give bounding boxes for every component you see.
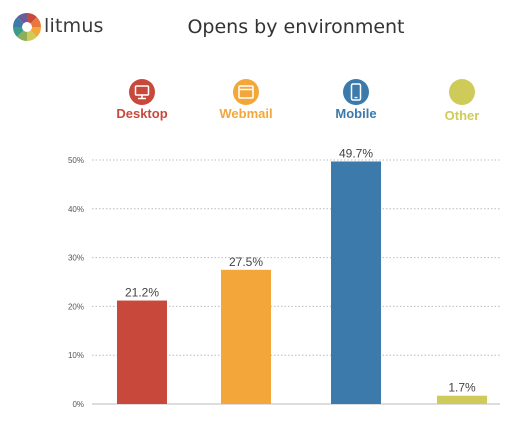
y-tick-label: 10% <box>68 351 84 360</box>
legend-marker-desktop <box>129 79 155 105</box>
browser-frame <box>238 85 254 99</box>
bar-desktop <box>117 300 167 404</box>
legend-label-desktop: Desktop <box>116 106 167 121</box>
brand-name: litmus <box>44 15 104 37</box>
y-tick-label: 20% <box>68 302 84 311</box>
bar-mobile <box>331 161 381 404</box>
chart-title: Opens by environment <box>187 16 405 38</box>
litmus-logo-mark-icon <box>13 13 41 41</box>
legend-marker-other <box>449 79 475 105</box>
bar-other <box>437 395 487 404</box>
y-tick-label: 50% <box>68 156 84 165</box>
y-tick-label: 0% <box>72 400 84 409</box>
data-label-mobile: 49.7% <box>339 146 373 160</box>
legend-label-mobile: Mobile <box>335 106 376 121</box>
logo-center <box>22 22 32 32</box>
y-tick-label: 40% <box>68 205 84 214</box>
y-tick-label: 30% <box>68 254 84 263</box>
bar-webmail <box>221 269 271 404</box>
data-label-desktop: 21.2% <box>125 286 159 300</box>
litmus-logo <box>13 13 41 41</box>
legend-label-other: Other <box>445 108 480 123</box>
legend-label-webmail: Webmail <box>219 106 272 121</box>
data-label-other: 1.7% <box>448 381 476 395</box>
legend-marker-webmail <box>233 79 259 105</box>
data-label-webmail: 27.5% <box>229 255 263 269</box>
phone-body <box>350 83 362 101</box>
legend-marker-mobile <box>343 79 369 105</box>
